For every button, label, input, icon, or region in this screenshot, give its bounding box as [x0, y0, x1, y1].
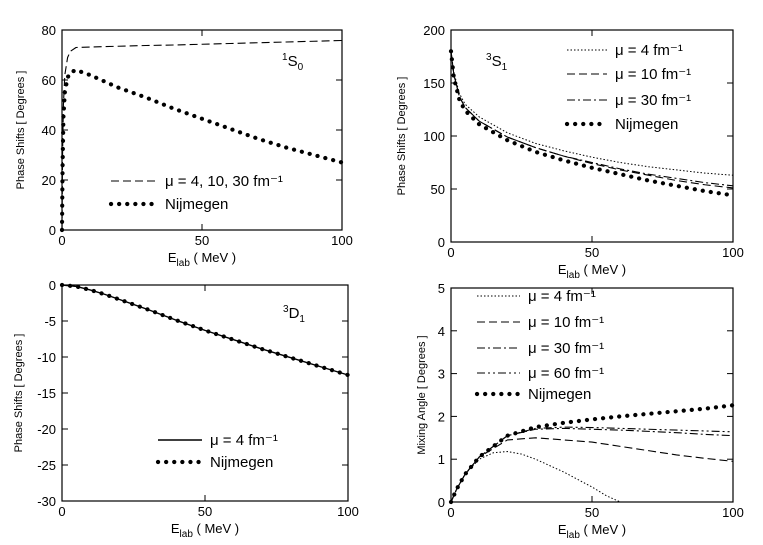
legend-label: μ = 4 fm⁻¹ [615, 42, 683, 59]
y-tick-label: -15 [37, 386, 56, 401]
x-axis-label: Elab ( MeV ) [168, 250, 236, 269]
y-tick-label: 40 [42, 123, 56, 138]
y-tick-label: 20 [42, 173, 56, 188]
panel-bottom-left: 0 50 100 -30 -25 -20 -15 -10 -5 0 Elab ( MeV ) Phas… [13, 278, 359, 540]
series-line-dashed [450, 437, 734, 503]
y-tick-label: 50 [431, 182, 445, 197]
x-tick-label: 50 [585, 505, 599, 520]
x-axis-label: Elab ( MeV ) [558, 262, 626, 281]
y-tick-label: 0 [49, 223, 56, 238]
x-tick-label: 0 [447, 505, 454, 520]
legend-label: μ = 10 fm⁻¹ [528, 314, 604, 331]
series-line-solid [61, 284, 349, 376]
x-axis-label: Elab ( MeV ) [558, 522, 626, 541]
x-tick-label: 100 [337, 504, 359, 519]
series-line-dotted [450, 51, 734, 176]
y-tick-label: 80 [42, 23, 56, 38]
y-tick-label: -5 [44, 314, 56, 329]
x-tick-label: 0 [447, 245, 454, 260]
panel-bottom-right: 0 50 100 0 1 2 3 4 5 Elab ( MeV ) Mixing Angle [ D… [416, 281, 744, 541]
legend-label: Nijmegen [210, 454, 273, 471]
legend-label: μ = 30 fm⁻¹ [615, 92, 691, 109]
wave-annotation: 1S0 [282, 52, 304, 73]
x-tick-label: 50 [585, 245, 599, 260]
y-tick-label: 4 [438, 324, 445, 339]
legend-label: Nijmegen [528, 386, 591, 403]
plot-frame [61, 284, 349, 502]
legend-label: μ = 10 fm⁻¹ [615, 66, 691, 83]
wave-annotation: 3D1 [283, 304, 305, 325]
x-tick-label: 100 [722, 505, 744, 520]
y-tick-label: -25 [37, 458, 56, 473]
series-line-dashdotdot [450, 426, 734, 503]
x-tick-label: 50 [195, 233, 209, 248]
wave-annotation: 3S1 [486, 52, 508, 73]
x-tick-label: 0 [58, 233, 65, 248]
y-tick-label: 0 [438, 495, 445, 510]
y-tick-label: 5 [438, 281, 445, 296]
legend-label: μ = 4 fm⁻¹ [210, 432, 278, 449]
y-tick-label: 1 [438, 452, 445, 467]
y-tick-label: 200 [423, 23, 445, 38]
series-line-dotted-bold [448, 49, 736, 198]
x-tick-label: 0 [58, 504, 65, 519]
y-tick-label: 100 [423, 129, 445, 144]
legend-label: μ = 60 fm⁻¹ [528, 365, 604, 382]
series-line-dotted-bold [59, 282, 351, 378]
y-tick-label: -20 [37, 422, 56, 437]
y-axis-label: Phase Shifts [ Degrees ] [15, 71, 27, 190]
y-tick-label: 2 [438, 409, 445, 424]
y-axis-label: Mixing Angle [ Degrees ] [416, 335, 428, 454]
y-tick-label: 150 [423, 76, 445, 91]
legend-label: μ = 30 fm⁻¹ [528, 340, 604, 357]
series-line-dotted-bold [448, 403, 736, 505]
x-tick-label: 100 [331, 233, 353, 248]
y-tick-label: 60 [42, 73, 56, 88]
legend-label: μ = 4 fm⁻¹ [528, 288, 596, 305]
x-tick-label: 100 [722, 245, 744, 260]
x-axis-label: Elab ( MeV ) [171, 521, 239, 540]
x-tick-label: 50 [198, 504, 212, 519]
legend-label: Nijmegen [165, 196, 228, 213]
y-tick-label: 0 [438, 235, 445, 250]
y-tick-label: 0 [49, 278, 56, 293]
legend-label: μ = 4, 10, 30 fm⁻¹ [165, 173, 283, 190]
y-axis-label: Phase Shifts [ Degrees ] [396, 77, 408, 196]
y-tick-label: -10 [37, 350, 56, 365]
y-tick-label: 3 [438, 367, 445, 382]
panel-top-left: 0 50 100 0 20 40 60 80 Elab ( MeV ) Phase Shifts … [15, 23, 353, 269]
panel-top-right: 0 50 100 0 50 100 150 200 Elab ( MeV ) Phase Shif… [396, 23, 744, 281]
y-tick-label: -30 [37, 494, 56, 509]
legend-label: Nijmegen [615, 116, 678, 133]
series-line-dashdot [450, 427, 734, 503]
series-line-dotted-bold [59, 67, 345, 233]
y-axis-label: Phase Shifts [ Degrees ] [13, 334, 25, 453]
